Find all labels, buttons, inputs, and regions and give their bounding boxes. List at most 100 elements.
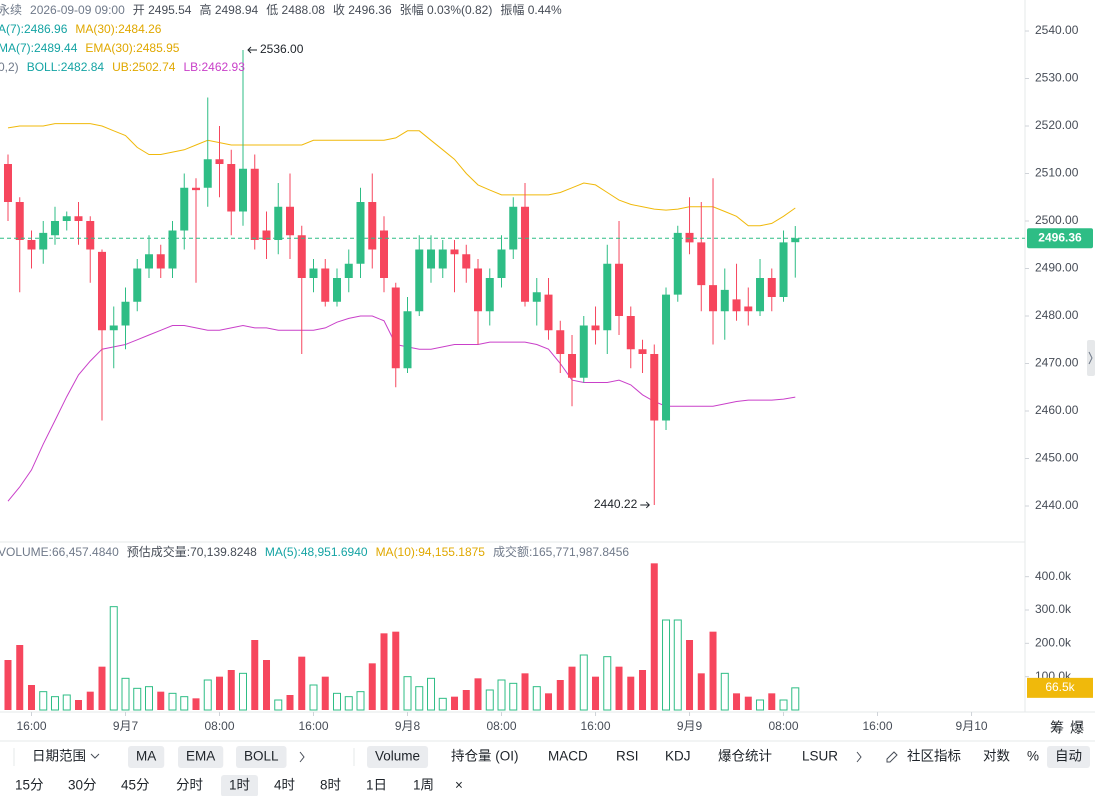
toolbar-button-bg [221, 775, 259, 796]
side-handle[interactable] [1087, 340, 1095, 376]
legend-item: 高 2498.94 [199, 2, 258, 17]
volume-bar [627, 676, 635, 710]
x-tick-label: 08:00 [769, 719, 799, 733]
legend-item: EMA(30):2485.95 [85, 41, 179, 55]
toolbar-button[interactable]: RSI [616, 749, 639, 764]
volume-bar [744, 696, 752, 710]
legend-item: 张幅 0.03%(0.82) [400, 2, 493, 17]
candle-body [286, 206, 295, 236]
legend-item: MA(30):2484.26 [75, 22, 161, 36]
edit-icon [886, 751, 898, 763]
toolbar-button[interactable]: MA [136, 749, 156, 764]
volume-bar [603, 656, 612, 711]
volume-bar [274, 699, 283, 711]
high-label: 2536.00 [260, 42, 304, 56]
candle-body [62, 216, 71, 222]
toolbar-button[interactable]: 1日 [366, 778, 387, 793]
toolbar-button[interactable]: Volume [375, 749, 420, 764]
toolbar-button[interactable]: 15分 [15, 778, 44, 793]
volume-bar [98, 666, 106, 710]
toolbar-button[interactable]: 8时 [320, 778, 341, 793]
volume-bar [27, 685, 35, 710]
volume-bar [768, 693, 776, 710]
volume-bar [733, 693, 741, 710]
volume-bar [203, 679, 212, 711]
volume-bar [673, 619, 682, 711]
candle-body [121, 301, 130, 326]
legend-item: 2026-09-09 09:00 [30, 3, 125, 17]
volume-bar [697, 673, 705, 710]
candle-body [720, 289, 729, 312]
candle-body [556, 330, 565, 354]
volume-bar [157, 691, 165, 710]
y-tick-label: 2500.00 [1035, 213, 1079, 227]
volume-bar [756, 699, 765, 711]
legend-item: 0,2) [0, 60, 19, 74]
toolbar-button[interactable]: 30分 [68, 778, 97, 793]
y-tick-label: 2520.00 [1035, 118, 1079, 132]
candle-body [156, 254, 165, 269]
volume-bar [298, 656, 306, 710]
toolbar-button[interactable]: 4时 [274, 778, 295, 793]
volume-bar [438, 697, 447, 711]
x-tick-label: 9月7 [113, 719, 139, 733]
toolbar-button[interactable]: % [1027, 749, 1039, 764]
volume-bar [497, 679, 506, 711]
candle-body [450, 249, 459, 255]
candle-body [767, 278, 776, 298]
candle-body [438, 249, 447, 269]
volume-bar [615, 666, 623, 710]
toolbar-button[interactable]: LSUR [802, 749, 838, 764]
toolbar-button[interactable]: EMA [186, 749, 215, 764]
toolbar-button[interactable]: 持仓量 (OI) [451, 749, 519, 764]
candle-body [697, 242, 706, 286]
volume-bar [286, 695, 294, 710]
candle-body [638, 349, 647, 354]
toolbar-button[interactable]: × [455, 778, 463, 793]
legend-item: VOLUME:66,457.4840 [0, 545, 119, 559]
candle-body [474, 268, 483, 312]
volume-bar [532, 686, 541, 711]
toolbar-button[interactable]: 日期范围 [32, 749, 86, 764]
volume-bar [451, 696, 459, 710]
toolbar-button[interactable]: MACD [548, 749, 588, 764]
legend-item: LB:2462.93 [183, 60, 245, 74]
volume-bar [791, 687, 800, 711]
legend-item: UB:2502.74 [112, 60, 176, 74]
more-chevron [856, 751, 862, 763]
legend-item: 振幅 0.44% [500, 2, 562, 17]
candle-body [133, 268, 142, 302]
volume-bar [474, 678, 482, 710]
volume-bar [227, 670, 235, 710]
toolbar-button[interactable]: KDJ [665, 749, 691, 764]
toolbar-button[interactable]: 对数 [983, 749, 1011, 764]
volume-bar [545, 693, 553, 710]
toolbar-button-bg [236, 746, 287, 768]
side-label: 筹 [1050, 720, 1064, 736]
toolbar-button[interactable]: 1时 [229, 778, 250, 793]
candle-body [368, 202, 377, 250]
candle-body [615, 263, 624, 317]
toolbar-button[interactable]: 分时 [176, 778, 203, 793]
legend-item: 永续 [0, 3, 22, 17]
volume-y-tick-label: 400.0k [1035, 569, 1072, 583]
x-tick-label: 9月10 [956, 719, 988, 733]
toolbar-button[interactable]: 1周 [413, 778, 434, 793]
candle-body [579, 325, 588, 378]
candle-body [86, 221, 95, 250]
candle-body [239, 168, 248, 212]
volume-bar [403, 676, 412, 711]
volume-bar [356, 691, 365, 711]
y-tick-label: 2450.00 [1035, 451, 1079, 465]
toolbar-button[interactable]: 45分 [121, 778, 150, 793]
toolbar-button[interactable]: BOLL [244, 749, 279, 764]
toolbar-button[interactable]: 自动 [1055, 749, 1082, 764]
toolbar-button[interactable]: 爆仓统计 [718, 749, 772, 764]
candle-body [333, 278, 342, 302]
toolbar-button[interactable]: 社区指标 [907, 749, 961, 764]
legend-item: MA(5):48,951.6940 [265, 545, 368, 559]
candle-body [462, 254, 471, 269]
boll-band-line [7, 123, 796, 227]
volume-bar [344, 696, 353, 711]
